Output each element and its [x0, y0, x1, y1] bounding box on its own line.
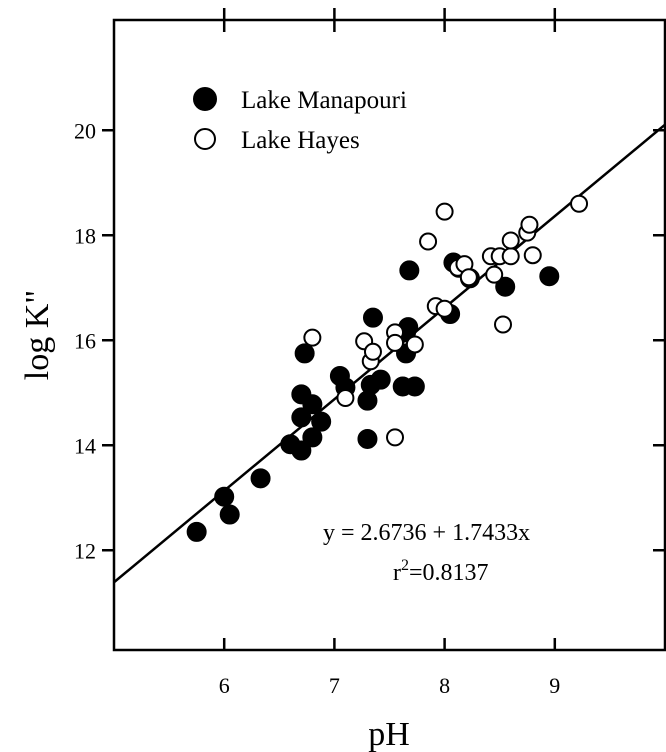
legend: Lake Manapouri Lake Hayes	[193, 87, 407, 154]
data-points	[186, 194, 589, 542]
point-lake-manapouri	[250, 468, 271, 489]
y-tick-label: 16	[74, 328, 96, 353]
axis-ticks	[102, 8, 665, 650]
point-lake-hayes	[435, 202, 454, 221]
r-squared-value: =0.8137	[409, 560, 489, 586]
legend-label-lake-manapouri: Lake Manapouri	[241, 87, 407, 114]
point-lake-manapouri	[214, 486, 235, 507]
y-tick-label: 14	[74, 433, 96, 458]
legend-marker-lake-manapouri	[193, 87, 217, 111]
point-lake-hayes	[459, 268, 478, 287]
point-lake-hayes	[520, 215, 539, 234]
point-lake-manapouri	[357, 428, 378, 449]
point-lake-manapouri	[219, 504, 240, 525]
y-tick-label: 12	[74, 538, 96, 563]
point-lake-manapouri	[539, 266, 560, 287]
point-lake-hayes	[363, 342, 382, 361]
point-lake-hayes	[494, 315, 513, 334]
point-lake-manapouri	[302, 427, 323, 448]
y-tick-label: 18	[74, 223, 96, 248]
x-tick-label: 7	[329, 673, 340, 698]
x-axis-title: pH	[368, 716, 410, 752]
point-lake-hayes	[501, 247, 520, 266]
point-lake-hayes	[501, 231, 520, 250]
plot-frame	[112, 18, 666, 652]
point-lake-hayes	[419, 232, 438, 251]
r-squared-base: r	[393, 560, 401, 586]
r-squared-superscript: 2	[401, 557, 409, 574]
point-lake-manapouri	[186, 521, 207, 542]
point-lake-hayes	[523, 246, 542, 265]
regression-equation: y = 2.6736 + 1.7433x	[323, 520, 530, 546]
y-tick-label: 20	[74, 118, 96, 143]
point-lake-manapouri	[404, 376, 425, 397]
point-lake-manapouri	[294, 343, 315, 364]
point-lake-manapouri	[311, 411, 332, 432]
point-lake-hayes	[386, 333, 405, 352]
point-lake-manapouri	[399, 260, 420, 281]
point-lake-hayes	[405, 335, 424, 354]
point-lake-hayes	[303, 328, 322, 347]
point-lake-hayes	[386, 428, 405, 447]
x-tick-label: 8	[439, 673, 450, 698]
r-squared-annotation: r2=0.8137	[393, 557, 489, 586]
y-tick-labels: 12 14 16 18 20	[74, 118, 96, 563]
point-lake-hayes	[336, 389, 355, 407]
y-axis-title: log K"	[19, 290, 56, 380]
point-lake-hayes	[485, 265, 504, 284]
x-tick-labels: 6 7 8 9	[219, 673, 561, 698]
legend-label-lake-hayes: Lake Hayes	[241, 127, 360, 154]
point-lake-manapouri	[291, 440, 312, 461]
legend-marker-lake-hayes	[194, 128, 216, 150]
point-lake-manapouri	[302, 394, 323, 415]
x-tick-label: 9	[549, 673, 560, 698]
regression-line	[113, 123, 666, 584]
x-tick-label: 6	[219, 673, 230, 698]
point-lake-manapouri	[362, 307, 383, 328]
point-lake-hayes	[570, 194, 589, 213]
point-lake-manapouri	[291, 407, 312, 428]
point-lake-hayes	[435, 299, 454, 318]
point-lake-manapouri	[495, 276, 516, 297]
point-lake-manapouri	[370, 369, 391, 390]
